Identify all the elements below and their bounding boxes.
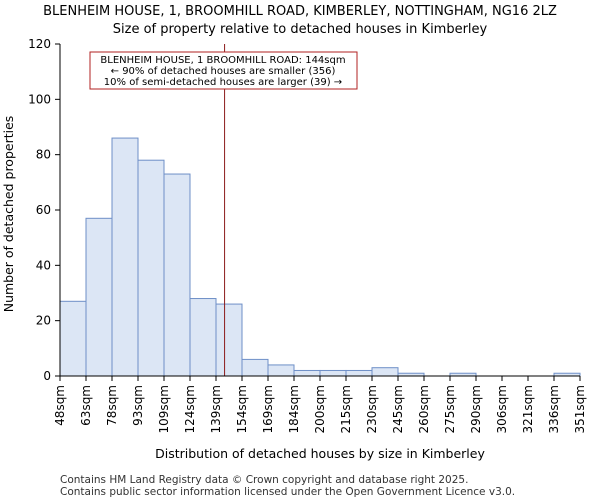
annotation-line-2: ← 90% of detached houses are smaller (35… <box>111 66 336 77</box>
chart-subtitle: Size of property relative to detached ho… <box>113 22 488 37</box>
x-tick-label: 336sqm <box>547 385 561 433</box>
bar-124sqm <box>189 298 217 377</box>
y-tick-label: 0 <box>43 369 51 383</box>
bar-139sqm <box>215 303 243 377</box>
x-tick-label: 139sqm <box>209 385 223 433</box>
x-tick-label: 200sqm <box>313 385 327 433</box>
x-tick-label: 124sqm <box>183 385 197 433</box>
annotation-line-1: BLENHEIM HOUSE, 1 BROOMHILL ROAD: 144sqm <box>100 55 345 66</box>
x-tick-label: 48sqm <box>53 385 67 426</box>
y-tick-label: 60 <box>36 203 51 217</box>
annotation-box: BLENHEIM HOUSE, 1 BROOMHILL ROAD: 144sqm… <box>89 51 358 90</box>
x-tick-label: 245sqm <box>391 385 405 433</box>
x-tick-label: 275sqm <box>443 385 457 433</box>
x-tick-label: 78sqm <box>105 385 119 426</box>
x-tick-label: 215sqm <box>339 385 353 433</box>
x-tick-label: 109sqm <box>157 385 171 433</box>
bar-63sqm <box>85 217 113 377</box>
bar-169sqm <box>267 364 295 377</box>
y-tick-label: 40 <box>36 258 51 272</box>
x-tick-label: 184sqm <box>287 385 301 433</box>
bar-230sqm <box>371 367 399 377</box>
x-axis-label: Distribution of detached houses by size … <box>155 446 485 461</box>
y-axis-label: Number of detached properties <box>1 116 16 313</box>
bar-154sqm <box>241 358 269 377</box>
bar-93sqm <box>137 159 165 377</box>
x-tick-label: 260sqm <box>417 385 431 433</box>
x-tick-label: 290sqm <box>469 385 483 433</box>
footer-line-1: Contains HM Land Registry data © Crown c… <box>60 474 468 486</box>
bar-78sqm <box>111 137 139 377</box>
chart-title: BLENHEIM HOUSE, 1, BROOMHILL ROAD, KIMBE… <box>43 4 557 19</box>
bar-109sqm <box>163 173 191 377</box>
x-tick-label: 154sqm <box>235 385 249 433</box>
x-tick-label: 63sqm <box>79 385 93 426</box>
bar-48sqm <box>59 300 87 377</box>
bars <box>59 137 581 377</box>
x-tick-label: 93sqm <box>131 385 145 426</box>
y-ticks: 0 20 40 60 80 100 120 <box>28 37 60 383</box>
y-tick-label: 20 <box>36 314 51 328</box>
x-tick-label: 230sqm <box>365 385 379 433</box>
bar-200sqm <box>319 369 347 377</box>
x-ticks: 48sqm 63sqm 78sqm 93sqm 109sqm 124sqm 139sqm 15… <box>53 376 587 433</box>
footer-line-2: Contains public sector information licen… <box>60 486 515 498</box>
y-tick-label: 120 <box>28 37 51 51</box>
bar-215sqm <box>345 369 373 377</box>
x-tick-label: 169sqm <box>261 385 275 433</box>
x-tick-label: 306sqm <box>495 385 509 433</box>
x-tick-label: 351sqm <box>573 385 587 433</box>
annotation-line-3: 10% of semi-detached houses are larger (… <box>104 77 342 88</box>
y-tick-label: 100 <box>28 92 51 106</box>
y-tick-label: 80 <box>36 148 51 162</box>
x-tick-label: 321sqm <box>521 385 535 433</box>
bar-184sqm <box>293 369 321 377</box>
